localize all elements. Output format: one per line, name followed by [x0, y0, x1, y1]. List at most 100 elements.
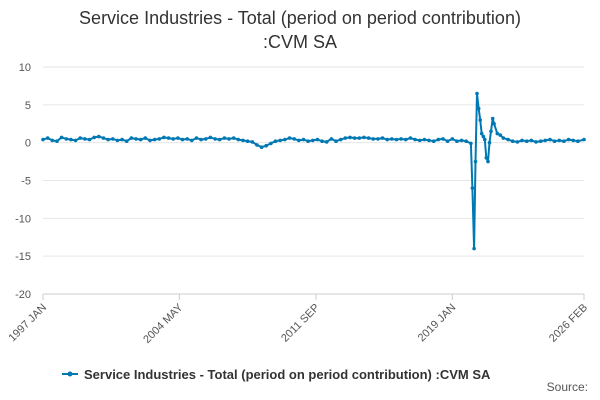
data-point[interactable]	[194, 136, 199, 140]
data-point[interactable]	[445, 139, 450, 143]
data-point[interactable]	[524, 139, 529, 143]
data-point[interactable]	[250, 140, 255, 144]
data-point[interactable]	[380, 136, 385, 140]
data-point[interactable]	[185, 137, 189, 141]
data-point[interactable]	[552, 139, 557, 143]
data-point[interactable]	[489, 129, 493, 134]
data-point[interactable]	[464, 139, 469, 143]
data-point[interactable]	[404, 137, 408, 142]
data-point[interactable]	[557, 138, 562, 143]
data-point[interactable]	[436, 137, 441, 142]
data-point[interactable]	[529, 138, 534, 143]
data-point[interactable]	[348, 135, 352, 140]
data-point[interactable]	[362, 135, 366, 140]
data-point[interactable]	[245, 139, 250, 143]
data-point[interactable]	[143, 136, 148, 140]
data-point[interactable]	[510, 139, 515, 143]
data-point[interactable]	[241, 138, 245, 143]
legend[interactable]: Service Industries - Total (period on pe…	[62, 367, 491, 382]
data-point[interactable]	[269, 141, 273, 146]
data-point[interactable]	[92, 135, 96, 140]
data-point[interactable]	[180, 137, 185, 142]
data-point[interactable]	[487, 140, 492, 145]
data-point[interactable]	[115, 138, 120, 143]
data-point[interactable]	[490, 116, 495, 121]
data-point[interactable]	[236, 137, 241, 142]
data-point[interactable]	[478, 118, 483, 122]
data-point[interactable]	[50, 138, 55, 143]
data-point[interactable]	[306, 139, 310, 143]
series-line[interactable]	[42, 92, 585, 250]
data-point[interactable]	[204, 137, 208, 141]
data-point[interactable]	[78, 136, 82, 140]
data-point[interactable]	[315, 137, 320, 142]
data-point[interactable]	[515, 140, 520, 144]
data-point[interactable]	[566, 137, 571, 142]
data-point[interactable]	[111, 137, 115, 141]
data-point[interactable]	[431, 139, 436, 143]
data-point[interactable]	[413, 137, 417, 142]
data-point[interactable]	[129, 136, 134, 140]
data-point[interactable]	[357, 136, 362, 140]
data-point[interactable]	[124, 139, 129, 143]
data-point[interactable]	[264, 143, 269, 148]
data-point[interactable]	[483, 137, 487, 142]
data-point[interactable]	[571, 138, 575, 143]
data-point[interactable]	[385, 137, 390, 142]
data-point[interactable]	[324, 140, 329, 144]
data-point[interactable]	[157, 137, 162, 141]
data-point[interactable]	[352, 136, 357, 140]
data-point[interactable]	[495, 131, 500, 136]
data-point[interactable]	[283, 137, 287, 142]
data-point[interactable]	[455, 139, 459, 143]
data-point[interactable]	[120, 137, 124, 142]
data-point[interactable]	[97, 134, 101, 139]
data-point[interactable]	[273, 139, 278, 143]
data-point[interactable]	[534, 140, 538, 144]
data-point[interactable]	[470, 186, 475, 190]
data-point[interactable]	[366, 136, 371, 140]
data-point[interactable]	[343, 136, 348, 140]
data-point[interactable]	[376, 137, 380, 141]
data-point[interactable]	[208, 135, 213, 140]
data-point[interactable]	[427, 138, 431, 143]
data-point[interactable]	[548, 137, 552, 142]
data-point[interactable]	[334, 139, 338, 143]
data-point[interactable]	[371, 137, 376, 141]
data-point[interactable]	[190, 138, 194, 143]
data-point[interactable]	[481, 134, 486, 139]
data-point[interactable]	[520, 138, 524, 143]
data-point[interactable]	[506, 137, 510, 142]
data-point[interactable]	[255, 143, 259, 147]
data-point[interactable]	[199, 137, 203, 142]
data-point[interactable]	[259, 145, 264, 149]
data-point[interactable]	[475, 91, 479, 96]
data-point[interactable]	[479, 131, 484, 136]
data-point[interactable]	[469, 141, 473, 146]
data-point[interactable]	[41, 137, 45, 142]
data-point[interactable]	[486, 159, 490, 164]
data-point[interactable]	[101, 136, 106, 140]
data-point[interactable]	[311, 138, 315, 143]
data-point[interactable]	[441, 137, 445, 141]
data-point[interactable]	[213, 137, 217, 141]
data-point[interactable]	[227, 137, 231, 141]
data-point[interactable]	[171, 137, 175, 141]
data-point[interactable]	[484, 156, 489, 160]
data-point[interactable]	[55, 139, 59, 143]
data-point[interactable]	[297, 138, 301, 143]
data-point[interactable]	[87, 137, 92, 142]
data-point[interactable]	[582, 137, 586, 142]
data-point[interactable]	[166, 136, 171, 140]
data-point[interactable]	[492, 122, 496, 126]
data-point[interactable]	[538, 139, 543, 143]
data-point[interactable]	[83, 137, 87, 141]
data-point[interactable]	[148, 138, 152, 143]
data-point[interactable]	[106, 137, 110, 142]
data-point[interactable]	[301, 137, 306, 142]
data-point[interactable]	[45, 136, 50, 140]
data-point[interactable]	[576, 139, 580, 143]
data-point[interactable]	[390, 137, 394, 141]
data-point[interactable]	[152, 137, 157, 142]
data-point[interactable]	[64, 137, 69, 141]
